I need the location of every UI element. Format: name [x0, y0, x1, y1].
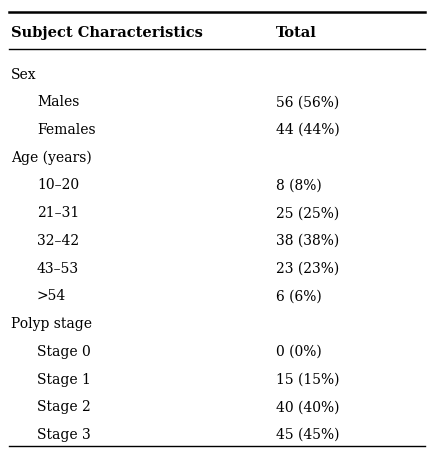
Text: Stage 0: Stage 0: [37, 345, 91, 359]
Text: 8 (8%): 8 (8%): [276, 178, 321, 192]
Text: 23 (23%): 23 (23%): [276, 262, 339, 276]
Text: 45 (45%): 45 (45%): [276, 428, 339, 442]
Text: 56 (56%): 56 (56%): [276, 96, 339, 110]
Text: 6 (6%): 6 (6%): [276, 289, 321, 303]
Text: >54: >54: [37, 289, 66, 303]
Text: Stage 2: Stage 2: [37, 400, 91, 414]
Text: 40 (40%): 40 (40%): [276, 400, 339, 414]
Text: 44 (44%): 44 (44%): [276, 123, 339, 137]
Text: Sex: Sex: [11, 68, 36, 82]
Text: 25 (25%): 25 (25%): [276, 206, 339, 220]
Text: Age (years): Age (years): [11, 151, 92, 165]
Text: Polyp stage: Polyp stage: [11, 317, 92, 331]
Text: 15 (15%): 15 (15%): [276, 373, 339, 387]
Text: 38 (38%): 38 (38%): [276, 234, 339, 248]
Text: 32–42: 32–42: [37, 234, 79, 248]
Text: 21–31: 21–31: [37, 206, 79, 220]
Text: Stage 1: Stage 1: [37, 373, 91, 387]
Text: Females: Females: [37, 123, 95, 137]
Text: Males: Males: [37, 96, 79, 110]
Text: 43–53: 43–53: [37, 262, 79, 276]
Text: 10–20: 10–20: [37, 178, 79, 192]
Text: Total: Total: [276, 26, 316, 40]
Text: Stage 3: Stage 3: [37, 428, 91, 442]
Text: 0 (0%): 0 (0%): [276, 345, 321, 359]
Text: Subject Characteristics: Subject Characteristics: [11, 26, 203, 40]
